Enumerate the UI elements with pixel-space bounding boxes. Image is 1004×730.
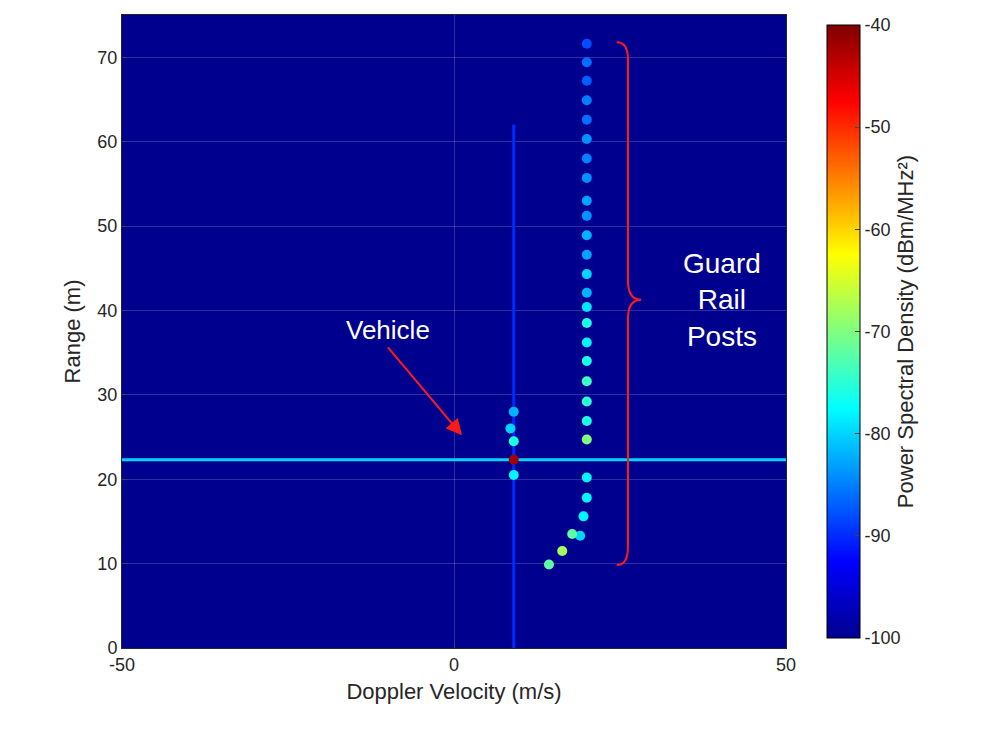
svg-text:40: 40 — [97, 301, 117, 321]
svg-text:50: 50 — [97, 216, 117, 236]
svg-text:-60: -60 — [865, 220, 891, 240]
svg-text:-70: -70 — [865, 322, 891, 342]
svg-text:Range (m): Range (m) — [60, 280, 85, 384]
svg-text:70: 70 — [97, 48, 117, 68]
svg-text:-40: -40 — [865, 15, 891, 35]
svg-text:0: 0 — [107, 638, 117, 658]
svg-text:-50: -50 — [865, 117, 891, 137]
svg-text:30: 30 — [97, 385, 117, 405]
svg-text:10: 10 — [97, 554, 117, 574]
svg-text:60: 60 — [97, 132, 117, 152]
svg-text:20: 20 — [97, 470, 117, 490]
svg-text:-90: -90 — [865, 526, 891, 546]
svg-text:0: 0 — [449, 655, 459, 675]
svg-text:GuardRailPosts: GuardRailPosts — [683, 248, 761, 352]
svg-text:Doppler Velocity (m/s): Doppler Velocity (m/s) — [346, 679, 561, 704]
svg-text:-50: -50 — [109, 655, 135, 675]
svg-text:Power Spectral Density (dBm/MH: Power Spectral Density (dBm/MHz²) — [893, 155, 918, 508]
svg-text:Vehicle: Vehicle — [346, 315, 430, 345]
svg-text:-80: -80 — [865, 424, 891, 444]
svg-text:50: 50 — [776, 655, 796, 675]
svg-text:-100: -100 — [865, 628, 901, 648]
